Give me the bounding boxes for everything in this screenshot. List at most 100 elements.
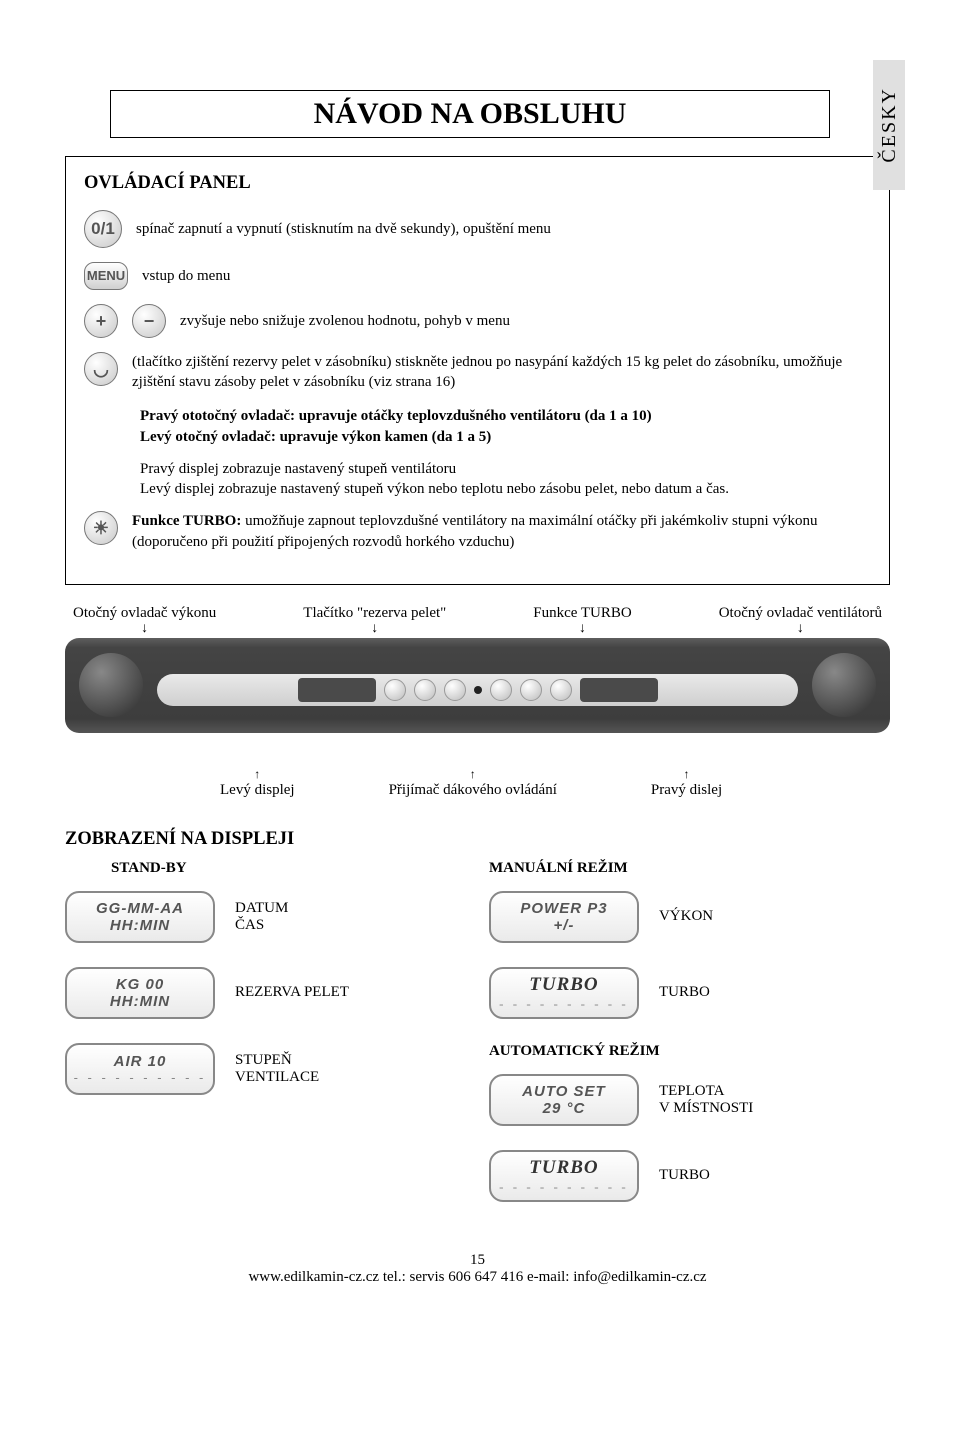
disp-air: AIR 10 - - - - - - - - - - STUPEŇ VENTIL… (65, 1043, 349, 1095)
display-box: POWER P3 +/- (489, 891, 639, 943)
page-number: 15 (65, 1252, 890, 1269)
disp-l1: KG 00 (116, 976, 164, 993)
disp-l1: GG-MM-AA (96, 900, 184, 917)
bot-b: Přijímač dákového ovládání (389, 782, 557, 798)
arrow-down-icon: ↓ (533, 622, 631, 636)
disp-l1: AIR 10 (114, 1053, 167, 1070)
footer-text: www.edilkamin-cz.cz tel.: servis 606 647… (65, 1269, 890, 1286)
disp-l2: - - - - - - - - - - (499, 996, 629, 1012)
disp-l2: HH:MIN (110, 993, 170, 1010)
row-plusminus: + − zvyšuje nebo snižuje zvolenou hodnot… (84, 304, 871, 338)
page-title: NÁVOD NA OBSLUHU (111, 97, 829, 131)
row-menu: MENU vstup do menu (84, 262, 871, 290)
turbo-icon: ☀ (84, 511, 118, 545)
bot-a: Levý displej (220, 782, 295, 798)
disp-label: TURBO (659, 1167, 710, 1184)
panel-heading: OVLÁDACÍ PANEL (84, 171, 871, 196)
left-col: STAND-BY GG-MM-AA HH:MIN DATUM ČAS KG 00… (65, 858, 349, 1226)
co-a: Otočný ovladač výkonu (73, 605, 216, 621)
arrow-up-icon: ↑ (220, 769, 295, 780)
minus-icon: − (132, 304, 166, 338)
strip-button (520, 679, 542, 701)
bottom-callouts: ↑ Levý displej ↑ Přijímač dákového ovládán… (220, 769, 890, 799)
strip-button (550, 679, 572, 701)
p1: Pravý ototočný ovladač: upravuje otáčky … (140, 408, 652, 424)
disp-turbo1: TURBO - - - - - - - - - - TURBO (489, 967, 753, 1019)
display-box: AIR 10 - - - - - - - - - - (65, 1043, 215, 1095)
plus-icon: + (84, 304, 118, 338)
bot-c: Pravý dislej (651, 782, 722, 798)
disp-kg: KG 00 HH:MIN REZERVA PELET (65, 967, 349, 1019)
display-box: TURBO - - - - - - - - - - (489, 967, 639, 1019)
reserve-icon: ◡ (84, 352, 118, 386)
row-reserve: ◡ (tlačítko zjištění rezervy pelet v zás… (84, 352, 871, 393)
disp-label: TEPLOTA V MÍSTNOSTI (659, 1083, 753, 1117)
disp-l1: TURBO (529, 1157, 598, 1179)
control-panel-box: OVLÁDACÍ PANEL 0/1 spínač zapnutí a vypn… (65, 156, 890, 585)
device-panel-image (65, 638, 890, 733)
disp-l2: HH:MIN (110, 917, 170, 934)
co-d: Otočný ovladač ventilátorů (719, 605, 882, 621)
disp-l2: 29 °C (543, 1100, 586, 1117)
display-box: KG 00 HH:MIN (65, 967, 215, 1019)
disp-label: DATUM ČAS (235, 900, 288, 934)
body-block: Pravý ototočný ovladač: upravuje otáčky … (84, 406, 871, 552)
label-cas: ČAS (235, 917, 288, 934)
p3: Pravý displej zobrazuje nastavený stupeň… (140, 461, 456, 477)
left-screen (298, 678, 376, 702)
disp-auto: AUTO SET 29 °C TEPLOTA V MÍSTNOSTI (489, 1074, 753, 1126)
label-ventilace: VENTILACE (235, 1069, 319, 1086)
arrow-down-icon: ↓ (719, 622, 882, 636)
display-box: GG-MM-AA HH:MIN (65, 891, 215, 943)
label-stupen: STUPEŇ (235, 1052, 319, 1069)
display-box: AUTO SET 29 °C (489, 1074, 639, 1126)
top-callouts: Otočný ovladač výkonu↓ Tlačítko "rezerva… (65, 605, 890, 636)
disp-label: STUPEŇ VENTILACE (235, 1052, 319, 1086)
p2: Levý otočný ovladač: upravuje výkon kame… (140, 429, 491, 445)
disp-l2: - - - - - - - - - - (499, 1179, 629, 1195)
disp-label: REZERVA PELET (235, 984, 349, 1001)
label-teplota: TEPLOTA (659, 1083, 753, 1100)
row-menu-text: vstup do menu (142, 266, 230, 286)
label-datum: DATUM (235, 900, 288, 917)
power-icon: 0/1 (84, 210, 122, 248)
strip-button (384, 679, 406, 701)
strip-button (444, 679, 466, 701)
disp-l2: - - - - - - - - - - (74, 1070, 207, 1085)
menu-icon: MENU (84, 262, 128, 290)
arrow-down-icon: ↓ (303, 622, 446, 636)
disp-label: TURBO (659, 984, 710, 1001)
title-box: NÁVOD NA OBSLUHU (110, 90, 830, 138)
strip-button (414, 679, 436, 701)
co-b: Tlačítko "rezerva pelet" (303, 605, 446, 621)
label-vmist: V MÍSTNOSTI (659, 1100, 753, 1117)
disp-l1: POWER P3 (520, 900, 607, 917)
right-knob (812, 653, 876, 717)
row-power-text: spínač zapnutí a vypnutí (stisknutím na … (136, 219, 551, 239)
footer: 15 www.edilkamin-cz.cz tel.: servis 606 … (65, 1252, 890, 1286)
strip-button (490, 679, 512, 701)
co-c: Funkce TURBO (533, 605, 631, 621)
row-power: 0/1 spínač zapnutí a vypnutí (stisknutím… (84, 210, 871, 248)
p4: Levý displej zobrazuje nastavený stupeň … (140, 481, 729, 497)
language-tab: ČESKY (873, 60, 905, 190)
manual-title: MANUÁLNÍ REŽIM (489, 860, 753, 877)
standby-title: STAND-BY (111, 860, 349, 877)
arrow-up-icon: ↑ (389, 769, 557, 780)
auto-title: AUTOMATICKÝ REŽIM (489, 1043, 753, 1060)
disp-label: VÝKON (659, 908, 713, 925)
disp-l1: AUTO SET (522, 1083, 606, 1100)
disp-l2: +/- (553, 917, 574, 934)
disp-turbo2: TURBO - - - - - - - - - - TURBO (489, 1150, 753, 1202)
h2-display: ZOBRAZENÍ NA DISPLEJI (65, 829, 890, 850)
arrow-down-icon: ↓ (73, 622, 216, 636)
arrow-up-icon: ↑ (651, 769, 722, 780)
disp-l1: TURBO (529, 974, 598, 996)
language-label: ČESKY (878, 87, 901, 163)
button-strip (157, 674, 798, 706)
left-knob (79, 653, 143, 717)
display-modes: STAND-BY GG-MM-AA HH:MIN DATUM ČAS KG 00… (65, 858, 890, 1226)
disp-date: GG-MM-AA HH:MIN DATUM ČAS (65, 891, 349, 943)
row-plusminus-text: zvyšuje nebo snižuje zvolenou hodnotu, p… (180, 311, 510, 331)
right-screen (580, 678, 658, 702)
